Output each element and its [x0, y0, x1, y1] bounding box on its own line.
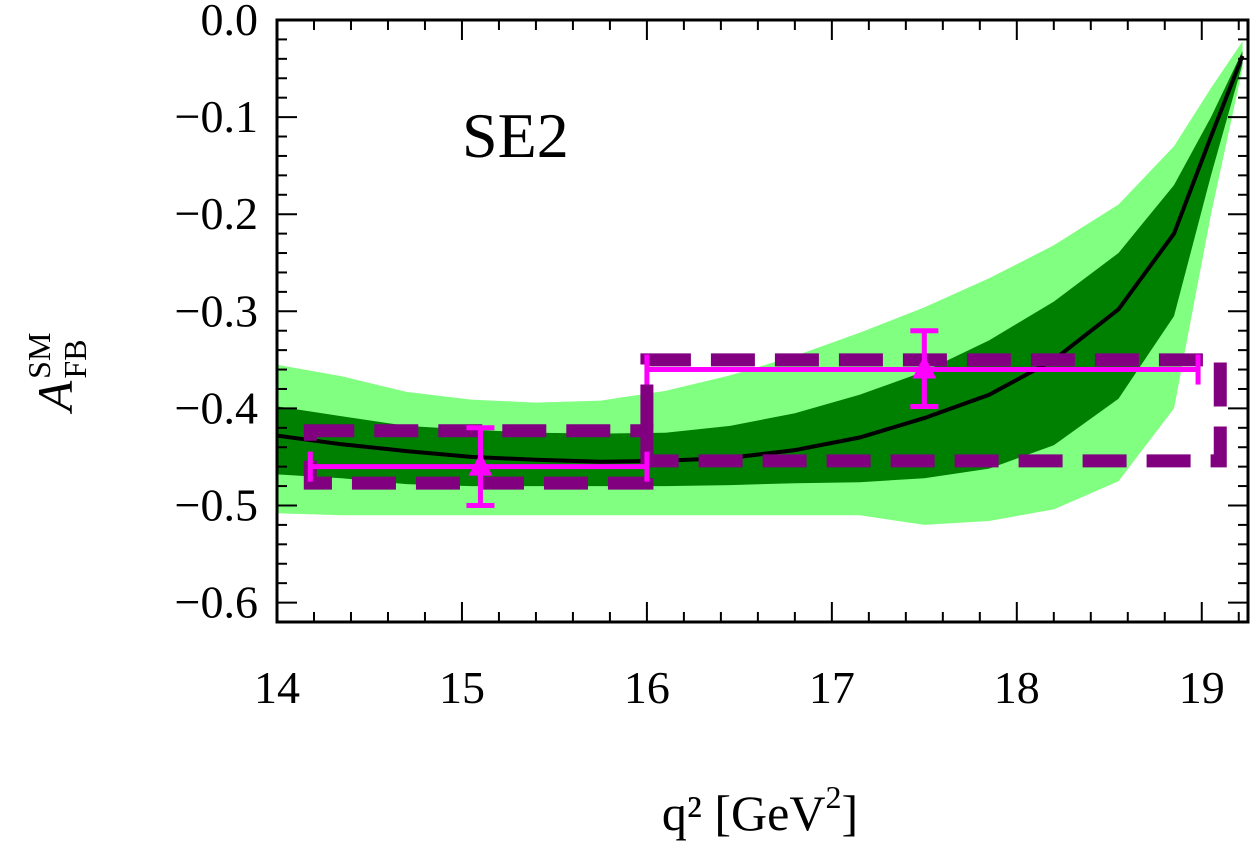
y-tick-label: −0.5 — [175, 479, 258, 530]
x-tick-label: 17 — [809, 662, 855, 713]
measurement-marker — [912, 355, 937, 379]
y-axis-label: ASMFB — [21, 333, 93, 415]
measurements-layer — [307, 328, 1201, 508]
x-tick-label: 16 — [624, 662, 670, 713]
x-tick-label: 18 — [994, 662, 1040, 713]
y-tick-label: −0.3 — [175, 285, 258, 336]
ticks-layer — [276, 19, 1248, 623]
band-1 — [277, 51, 1243, 487]
panel-label: SE2 — [462, 100, 569, 171]
y-tick-label: −0.4 — [175, 382, 258, 433]
plot-frame — [275, 18, 1250, 624]
measurement-0 — [307, 425, 650, 508]
x-axis-label: q² [GeV2] — [662, 779, 858, 841]
prediction-bin-1 — [640, 353, 1227, 468]
x-tick-label: 15 — [439, 662, 485, 713]
central-line — [277, 55, 1245, 464]
y-tick-label: 0.0 — [201, 0, 259, 45]
x-tick-label: 14 — [254, 662, 300, 713]
y-tick-label: −0.1 — [175, 91, 258, 142]
y-tick-label: −0.2 — [175, 188, 258, 239]
measurement-1 — [644, 328, 1201, 409]
y-tick-label: −0.6 — [175, 577, 258, 628]
svg-text:ASMFB: ASMFB — [21, 333, 93, 415]
tick-labels-layer: 14 15 16 17 18 19 0.0 −0.1 −0.2 −0.3 −0.4 −0.5 −0.6 — [175, 0, 1225, 713]
bands-layer — [277, 41, 1245, 525]
measurement-marker — [468, 452, 493, 476]
x-tick-label: 19 — [1179, 662, 1225, 713]
